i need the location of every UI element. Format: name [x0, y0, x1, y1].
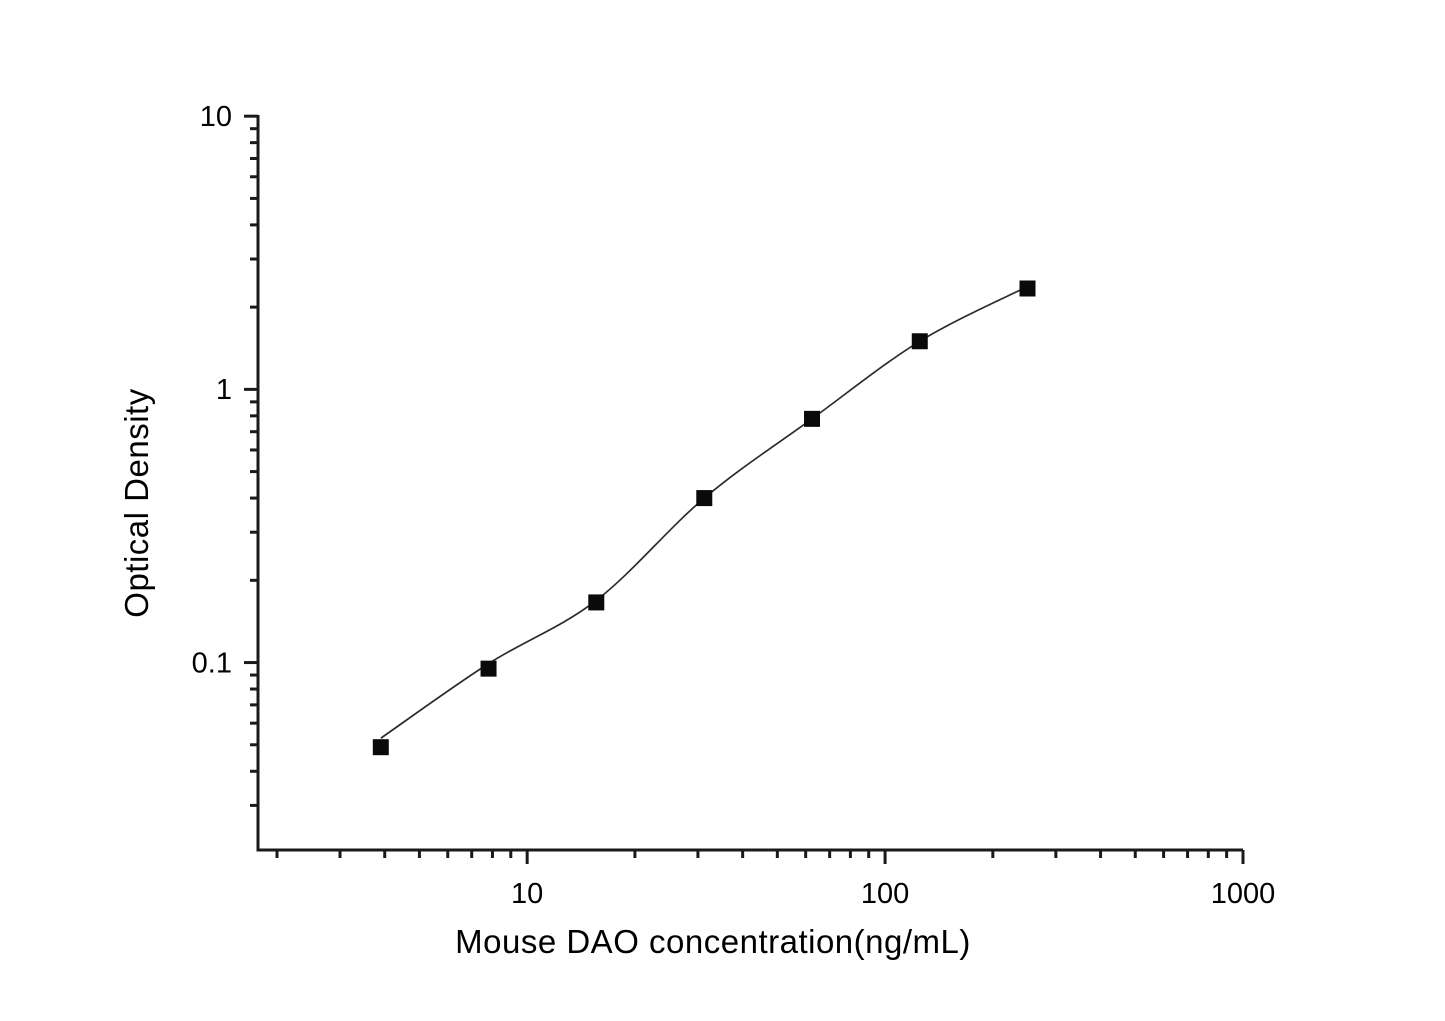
- y-axis-tick-labels: 0.1 1 10: [192, 101, 232, 679]
- data-point-marker: [372, 739, 389, 756]
- x-tick-label: 10: [511, 878, 543, 910]
- data-point-marker: [588, 594, 605, 611]
- standard-curve-line: [380, 285, 1028, 739]
- data-point-marker: [804, 410, 821, 427]
- x-axis-title: Mouse DAO concentration(ng/mL): [455, 923, 971, 960]
- data-point-marker: [1019, 280, 1036, 297]
- y-tick-label: 10: [200, 101, 232, 133]
- y-tick-label: 1: [216, 374, 232, 406]
- data-point-marker: [480, 660, 497, 677]
- y-axis-title: Optical Density: [118, 388, 155, 618]
- data-point-marker: [696, 490, 713, 507]
- x-axis-ticks: [275, 850, 1245, 864]
- data-points: [372, 280, 1036, 756]
- y-tick-label: 0.1: [192, 647, 232, 679]
- axes: [256, 115, 1243, 852]
- data-point-marker: [911, 333, 928, 350]
- x-tick-label: 1000: [1211, 878, 1276, 910]
- y-axis-ticks: [244, 114, 258, 807]
- x-axis-tick-labels: 10 100 1000: [511, 878, 1275, 910]
- x-tick-label: 100: [861, 878, 909, 910]
